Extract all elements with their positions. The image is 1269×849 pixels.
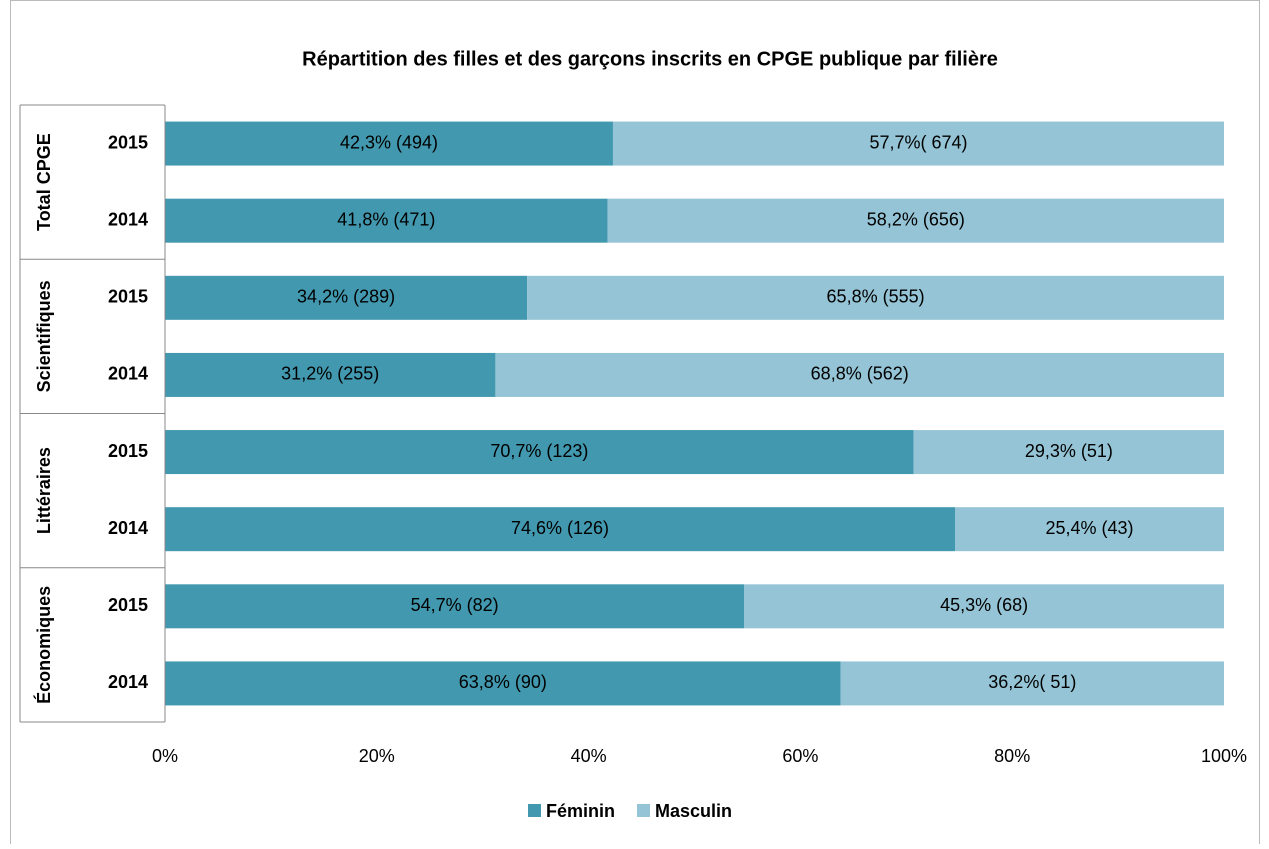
x-tick-label: 0% xyxy=(152,746,178,766)
data-label: 36,2%( 51) xyxy=(988,672,1076,692)
bar-segment xyxy=(495,352,1225,397)
data-label: 41,8% (471) xyxy=(337,209,435,229)
x-tick-label: 60% xyxy=(782,746,818,766)
data-label: 25,4% (43) xyxy=(1045,518,1133,538)
group-label: Scientifiques xyxy=(34,280,54,392)
bar-segment xyxy=(165,507,956,552)
x-tick-label: 80% xyxy=(994,746,1030,766)
x-tick-label: 40% xyxy=(571,746,607,766)
legend-swatch xyxy=(528,804,541,817)
data-label: 54,7% (82) xyxy=(411,595,499,615)
data-label: 63,8% (90) xyxy=(459,672,547,692)
bar-segment xyxy=(840,661,1224,706)
data-label: 74,6% (126) xyxy=(511,518,609,538)
y-tick-label: 2015 xyxy=(108,287,148,307)
bar-segment xyxy=(527,275,1224,320)
bar-segment xyxy=(607,198,1224,243)
y-tick-label: 2014 xyxy=(108,364,148,384)
data-label: 45,3% (68) xyxy=(940,595,1028,615)
legend-swatch xyxy=(637,804,651,817)
group-label: Économiques xyxy=(33,586,54,704)
data-label: 68,8% (562) xyxy=(811,364,909,384)
data-label: 34,2% (289) xyxy=(297,287,395,307)
bar-segment xyxy=(165,430,914,475)
bar-segment xyxy=(165,121,613,166)
y-tick-label: 2014 xyxy=(108,518,148,538)
data-label: 65,8% (555) xyxy=(827,287,925,307)
bar-segment xyxy=(744,584,1224,629)
y-tick-label: 2014 xyxy=(108,209,148,229)
legend-label: Féminin xyxy=(546,801,615,821)
data-label: 31,2% (255) xyxy=(281,364,379,384)
y-tick-label: 2015 xyxy=(108,595,148,615)
bar-segment xyxy=(955,507,1224,552)
group-label: Total CPGE xyxy=(34,133,54,231)
y-tick-label: 2015 xyxy=(108,441,148,461)
legend-label: Masculin xyxy=(655,801,732,821)
bar-segment xyxy=(165,352,496,397)
bar-segment xyxy=(913,430,1224,475)
data-label: 57,7%( 674) xyxy=(869,132,967,152)
bar-segment xyxy=(165,661,841,706)
data-label: 70,7% (123) xyxy=(490,441,588,461)
bar-segment xyxy=(165,275,528,320)
y-tick-label: 2015 xyxy=(108,132,148,152)
data-label: 42,3% (494) xyxy=(340,132,438,152)
y-tick-label: 2014 xyxy=(108,672,148,692)
data-label: 29,3% (51) xyxy=(1025,441,1113,461)
bar-segment xyxy=(165,198,608,243)
bar-segment xyxy=(612,121,1224,166)
data-label: 58,2% (656) xyxy=(867,209,965,229)
x-tick-label: 20% xyxy=(359,746,395,766)
group-label: Littéraires xyxy=(34,447,54,534)
x-tick-label: 100% xyxy=(1201,746,1247,766)
bar-segment xyxy=(165,584,745,629)
chart-title: Répartition des filles et des garçons in… xyxy=(302,48,998,70)
